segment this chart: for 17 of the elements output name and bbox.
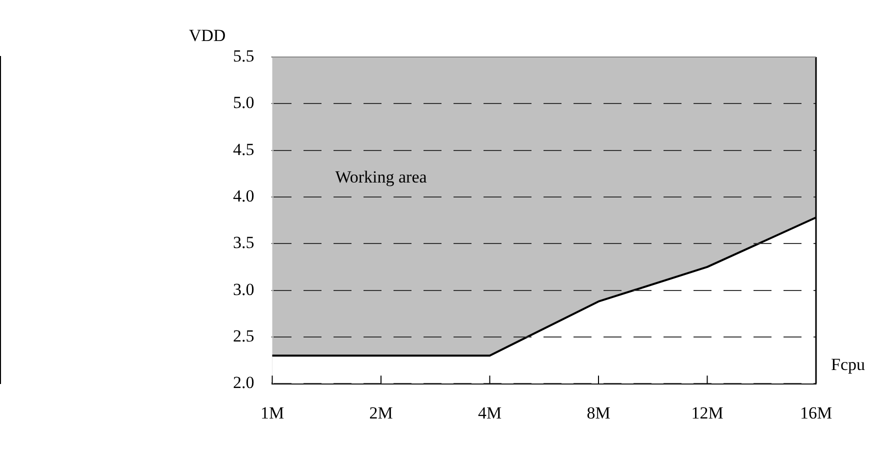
- y-tick-label: 3.5: [233, 233, 254, 252]
- y-axis-title: VDD: [188, 26, 226, 45]
- y-tick-label: 3.0: [233, 280, 254, 299]
- y-tick-label: 2.0: [233, 373, 254, 392]
- x-tick-label: 1M: [260, 403, 284, 422]
- x-tick-label: 12M: [691, 403, 724, 422]
- x-tick-label: 16M: [800, 403, 832, 422]
- y-tick-label: 4.0: [233, 186, 254, 206]
- annotation: Working area: [335, 167, 428, 186]
- y-tick-label: 4.5: [233, 140, 254, 159]
- x-tick-label: 4M: [478, 403, 502, 422]
- x-tick-label: 8M: [586, 403, 610, 422]
- y-tick-label: 2.5: [233, 326, 254, 346]
- y-tick-label: 5.5: [233, 46, 254, 66]
- y-tick-label: 5.0: [233, 93, 254, 112]
- x-axis-title: Fcpu: [831, 355, 866, 374]
- x-tick-label: 2M: [369, 403, 393, 422]
